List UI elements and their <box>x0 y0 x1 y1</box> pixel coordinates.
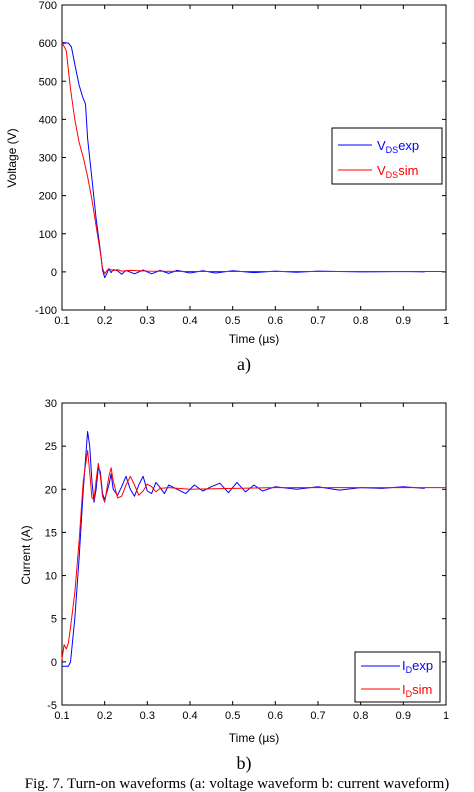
voltage-y-axis-label: Voltage (V) <box>5 128 19 187</box>
voltage-x-tick-label: 0.9 <box>396 315 411 327</box>
voltage-legend-box <box>331 127 443 185</box>
voltage-x-tick-label: 0.6 <box>268 315 283 327</box>
current-x-tick-label: 1 <box>443 710 449 722</box>
current-y-tick-label: 20 <box>45 484 57 496</box>
current-y-tick-label: 15 <box>45 527 57 539</box>
voltage-x-tick-label: 0.1 <box>54 315 69 327</box>
voltage-x-tick-label: 1 <box>443 315 449 327</box>
voltage-y-tick-label: -100 <box>35 305 57 317</box>
voltage-y-tick-label: 500 <box>39 76 57 88</box>
legend-id-sim-sub: D <box>406 689 413 699</box>
current-y-tick-label: 0 <box>51 657 57 669</box>
legend-vds-exp-sub: DS <box>386 145 399 155</box>
current-x-tick-label: 0.3 <box>140 710 155 722</box>
legend-id-sim-label: IDsim <box>402 682 432 699</box>
panel-a-label: a) <box>237 354 251 375</box>
legend-id-sim-suffix: sim <box>412 682 432 697</box>
legend-vds-sim-sub: DS <box>386 170 399 180</box>
legend-id-exp-sub: D <box>406 665 413 675</box>
current-x-tick-label: 0.8 <box>353 710 368 722</box>
voltage-series-exp-line <box>61 41 425 279</box>
voltage-y-tick-label: 300 <box>39 153 57 165</box>
voltage-x-tick-label: 0.3 <box>140 315 155 327</box>
legend-vds-sim-label: VDSsim <box>377 163 418 180</box>
voltage-legend: VDSexp VDSsim <box>331 127 443 185</box>
voltage-y-tick-label: 0 <box>51 267 57 279</box>
voltage-x-tick-label: 0.4 <box>182 315 197 327</box>
current-y-tick-label: -5 <box>47 700 57 712</box>
voltage-chart: 0.1 0.2 0.3 0.4 0.5 0.6 0.7 0.8 0.9 1 -100 0 100 200 3… <box>5 0 449 375</box>
voltage-y-tick-label: 200 <box>39 191 57 203</box>
current-ticks: 0.1 0.2 0.3 0.4 0.5 0.6 0.7 0.8 0.9 1 -5 0 5 10 15 20 25… <box>45 398 449 722</box>
legend-id-exp-label: IDexp <box>402 658 433 675</box>
current-x-tick-label: 0.4 <box>182 710 197 722</box>
current-legend: IDexp IDsim <box>354 651 441 703</box>
legend-id-exp-suffix: exp <box>412 658 433 673</box>
current-series-sim-line <box>61 450 446 660</box>
current-x-tick-label: 0.5 <box>225 710 240 722</box>
voltage-x-axis-label: Time (µs) <box>229 332 279 346</box>
voltage-x-tick-label: 0.2 <box>97 315 112 327</box>
current-x-tick-label: 0.1 <box>54 710 69 722</box>
legend-vds-sim-main: V <box>377 163 386 178</box>
panel-b-label: b) <box>237 753 252 774</box>
voltage-y-tick-label: 700 <box>39 0 57 12</box>
current-legend-box <box>354 651 441 703</box>
voltage-x-tick-label: 0.8 <box>353 315 368 327</box>
voltage-series-sim-line <box>61 42 446 275</box>
current-x-axis-label: Time (µs) <box>229 731 279 745</box>
current-y-axis-label: Current (A) <box>19 525 33 584</box>
voltage-series <box>61 41 446 279</box>
current-x-tick-label: 0.7 <box>310 710 325 722</box>
voltage-ticks: 0.1 0.2 0.3 0.4 0.5 0.6 0.7 0.8 0.9 1 -100 0 100 200 3… <box>35 0 449 327</box>
current-y-tick-label: 10 <box>45 571 57 583</box>
current-x-tick-label: 0.9 <box>396 710 411 722</box>
voltage-y-tick-label: 600 <box>39 38 57 50</box>
legend-vds-exp-main: V <box>377 138 386 153</box>
current-x-tick-label: 0.6 <box>268 710 283 722</box>
voltage-x-tick-label: 0.7 <box>310 315 325 327</box>
legend-vds-exp-label: VDSexp <box>377 138 419 155</box>
voltage-y-tick-label: 400 <box>39 114 57 126</box>
current-series <box>61 431 446 667</box>
current-y-tick-label: 30 <box>45 398 57 410</box>
legend-vds-exp-suffix: exp <box>398 138 419 153</box>
figure-caption: Fig. 7. Turn-on waveforms (a: voltage wa… <box>25 776 449 792</box>
current-y-tick-label: 5 <box>51 614 57 626</box>
legend-id-sim-main: I <box>402 682 406 697</box>
voltage-x-tick-label: 0.5 <box>225 315 240 327</box>
voltage-y-tick-label: 100 <box>39 229 57 241</box>
current-chart: 0.1 0.2 0.3 0.4 0.5 0.6 0.7 0.8 0.9 1 -5 0 5 10 15 20 25… <box>19 398 449 774</box>
legend-id-exp-main: I <box>402 658 406 673</box>
current-series-exp-line <box>62 431 425 667</box>
legend-vds-sim-suffix: sim <box>398 163 418 178</box>
current-x-tick-label: 0.2 <box>97 710 112 722</box>
current-y-tick-label: 25 <box>45 441 57 453</box>
